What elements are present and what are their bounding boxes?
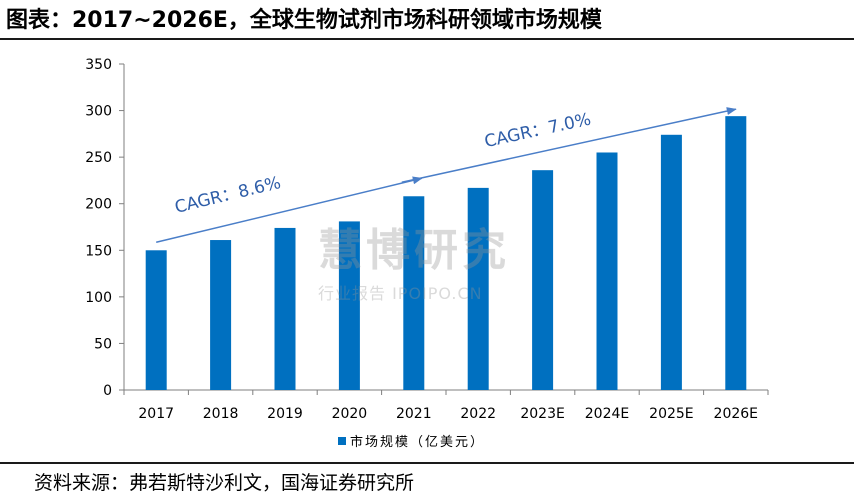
- x-tick-label: 2017: [138, 406, 174, 422]
- y-axis: 0 50 100 150 200 250 300 350: [85, 57, 125, 399]
- x-tick-label: 2023E: [520, 406, 564, 422]
- source-divider: [0, 462, 854, 464]
- x-tick-label: 2020: [332, 406, 368, 422]
- x-tick-label: 2024E: [585, 406, 629, 422]
- bar: [145, 250, 167, 390]
- y-tick-label: 100: [85, 290, 112, 306]
- y-tick-label: 0: [103, 383, 112, 399]
- legend-label: 市场规模（亿美元）: [350, 435, 486, 450]
- bar: [725, 116, 747, 390]
- y-tick-label: 150: [85, 243, 112, 259]
- x-tick-label: 2021: [396, 406, 432, 422]
- x-tick-label: 2026E: [714, 406, 758, 422]
- title-divider: [0, 38, 854, 40]
- cagr-label: CAGR：7.0%: [483, 109, 593, 152]
- x-tick-label: 2019: [267, 406, 303, 422]
- bar: [467, 187, 489, 390]
- bar: [660, 134, 682, 390]
- cagr-label: CAGR：8.6%: [173, 173, 283, 218]
- x-axis: 2017 2018 2019 2020 2021 2022 2023E 2024E 2025E 2…: [123, 389, 769, 422]
- y-tick-label: 200: [85, 197, 112, 213]
- y-tick-label: 350: [85, 57, 112, 73]
- chart-title: 图表：2017~2026E，全球生物试剂市场科研领域市场规模: [6, 8, 602, 33]
- bar: [274, 227, 296, 390]
- cagr-arrow: [401, 107, 737, 183]
- bar: [338, 221, 360, 390]
- bar-series: [145, 116, 747, 390]
- y-tick-label: 250: [85, 150, 112, 166]
- bar: [532, 170, 554, 390]
- legend-swatch: [338, 436, 346, 445]
- cagr-annotations: CAGR：8.6% CAGR：7.0%: [156, 107, 737, 244]
- y-tick-label: 50: [94, 336, 112, 352]
- source-note: 资料来源：弗若斯特沙利文，国海证券研究所: [34, 472, 415, 494]
- y-tick-label: 300: [85, 104, 112, 120]
- legend: 市场规模（亿美元）: [338, 431, 485, 450]
- bar: [210, 240, 232, 390]
- x-tick-label: 2025E: [649, 406, 693, 422]
- bar: [596, 152, 618, 390]
- cagr-arrow: [156, 176, 423, 244]
- x-tick-label: 2018: [203, 406, 239, 422]
- bar: [403, 196, 425, 390]
- x-tick-label: 2022: [460, 406, 496, 422]
